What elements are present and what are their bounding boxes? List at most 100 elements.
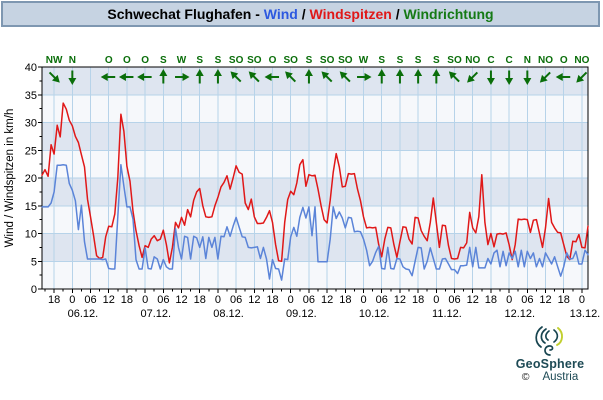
x-tick-label: 12 xyxy=(321,294,333,306)
wind-direction-label: W xyxy=(177,55,187,66)
x-tick-label: 0 xyxy=(69,294,75,306)
x-tick-label: 06 xyxy=(303,294,315,306)
wind-direction-arrows: NW N O O O S W S S SO SO O SO S SO SO W S S S S SO NO C C N NO O NO xyxy=(46,55,590,85)
x-tick-label: 12 xyxy=(175,294,187,306)
x-tick-label: 12 xyxy=(539,294,551,306)
wind-direction-label: SO xyxy=(229,55,244,66)
wind-direction-label: SO xyxy=(284,55,299,66)
wind-direction-arrow-icon xyxy=(467,71,479,83)
x-tick-label: 0 xyxy=(360,294,366,306)
y-tick-label: 15 xyxy=(25,201,37,213)
x-tick-label: 18 xyxy=(266,294,278,306)
wind-direction-label: O xyxy=(141,55,149,66)
wind-direction-arrow-icon xyxy=(321,71,333,83)
wind-direction-arrow-icon xyxy=(100,73,116,81)
plot-border xyxy=(41,66,589,290)
wind-direction-arrow-icon xyxy=(523,70,532,85)
wind-direction-label: S xyxy=(196,55,203,66)
wind-direction-label: O xyxy=(105,55,113,66)
y-tick-label: 0 xyxy=(31,284,37,296)
wind-direction-arrow-icon xyxy=(285,71,297,83)
wind-direction-arrow-icon xyxy=(377,69,386,84)
wind-direction-arrow-icon xyxy=(248,71,260,83)
wind-direction-arrow-icon xyxy=(304,69,313,84)
y-tick-label: 5 xyxy=(31,256,37,268)
wind-direction-label: S xyxy=(306,55,313,66)
title-series-windspitzen: Windspitzen xyxy=(309,6,392,22)
wind-direction-arrow-icon xyxy=(395,69,404,84)
wind-direction-label: S xyxy=(160,55,167,66)
date-label: 06.12. xyxy=(68,308,99,320)
y-tick-label: 40 xyxy=(25,62,37,74)
x-tick-label: 06 xyxy=(376,294,388,306)
x-tick-label: 18 xyxy=(48,294,60,306)
gridlines xyxy=(42,67,588,289)
wind-direction-label: C xyxy=(487,55,494,66)
wind-direction-arrow-icon xyxy=(48,71,60,83)
wind-direction-label: C xyxy=(506,55,513,66)
wind-direction-label: O xyxy=(560,55,568,66)
wind-direction-label: S xyxy=(397,55,404,66)
wind-direction-arrow-icon xyxy=(432,69,441,84)
wind-direction-arrow-icon xyxy=(213,69,222,84)
x-tick-label: 0 xyxy=(433,294,439,306)
x-tick-label: 0 xyxy=(215,294,221,306)
title-separator-1: / xyxy=(297,6,310,22)
wind-direction-label: W xyxy=(359,55,369,66)
wind-direction-arrow-icon xyxy=(486,70,495,85)
wind-direction-arrow-icon xyxy=(137,73,152,81)
x-tick-label: 18 xyxy=(485,294,497,306)
wind-direction-label: SO xyxy=(320,55,335,66)
y-tick-label: 30 xyxy=(25,118,37,130)
wind-direction-arrow-icon xyxy=(357,73,372,81)
station-title: Schwechat Flughafen - xyxy=(107,6,264,22)
wind-direction-label: N xyxy=(524,55,531,66)
wind-direction-arrow-icon xyxy=(576,71,588,83)
x-tick-label: 18 xyxy=(558,294,570,306)
x-tick-label: 0 xyxy=(506,294,512,306)
x-tick-label: 0 xyxy=(288,294,294,306)
wind-direction-label: SO xyxy=(338,55,353,66)
x-tick-label: 18 xyxy=(121,294,133,306)
x-tick-label: 12 xyxy=(248,294,260,306)
x-tick-label: 06 xyxy=(448,294,460,306)
wind-direction-arrow-icon xyxy=(448,71,460,83)
date-label: 08.12. xyxy=(213,308,244,320)
date-label: 13.12. xyxy=(570,308,601,320)
wind-direction-label: S xyxy=(415,55,422,66)
logo-brand-text: GeoSphere xyxy=(515,357,585,371)
wind-direction-label: S xyxy=(215,55,222,66)
date-label: 09.12. xyxy=(286,308,317,320)
y-tick-label: 35 xyxy=(25,90,37,102)
x-tick-label: 12 xyxy=(103,294,115,306)
x-tick-label: 0 xyxy=(579,294,585,306)
x-tick-label: 18 xyxy=(339,294,351,306)
title-series-wind: Wind xyxy=(263,6,298,22)
wind-direction-label: NW xyxy=(46,55,63,66)
wind-direction-label: SO xyxy=(247,55,262,66)
x-tick-label: 06 xyxy=(230,294,242,306)
wind-direction-arrow-icon xyxy=(68,70,77,85)
x-tick-label: 12 xyxy=(394,294,406,306)
title-bar: Schwechat Flughafen - Wind / Windspitzen… xyxy=(1,1,600,27)
geosphere-logo-icon xyxy=(535,326,563,356)
y-tick-label: 10 xyxy=(25,229,37,241)
x-tick-label: 0 xyxy=(142,294,148,306)
wind-direction-arrow-icon xyxy=(159,69,168,84)
x-tick-label: 12 xyxy=(467,294,479,306)
wind-direction-label: S xyxy=(378,55,385,66)
wind-direction-arrow-icon xyxy=(505,70,514,85)
y-tick-label: 20 xyxy=(25,173,37,185)
wind-direction-arrow-icon xyxy=(230,71,242,83)
wind-direction-label: SO xyxy=(447,55,462,66)
series-windspitzen xyxy=(41,102,589,264)
x-tick-label: 18 xyxy=(194,294,206,306)
geosphere-logo: GeoSphere © Austria xyxy=(502,326,598,384)
x-tick-label: 06 xyxy=(157,294,169,306)
wind-direction-arrow-icon xyxy=(195,69,204,84)
date-label: 10.12. xyxy=(359,308,390,320)
copyright-symbol: © xyxy=(521,371,530,383)
wind-direction-label: NO xyxy=(574,55,589,66)
